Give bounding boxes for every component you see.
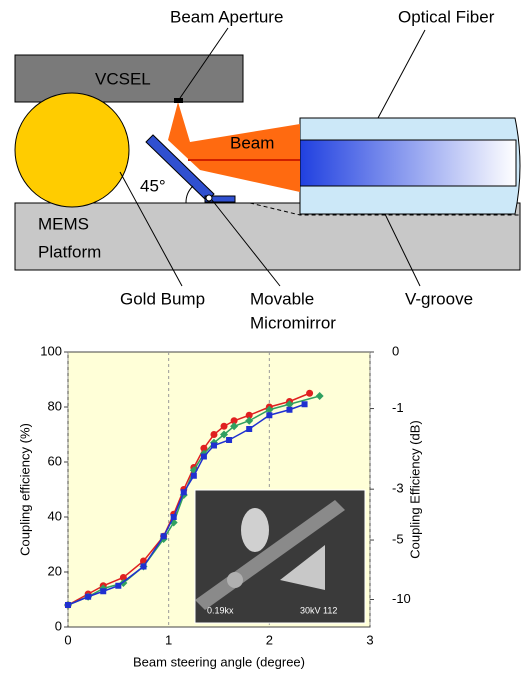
point [181,489,187,495]
label: MEMS [38,214,89,233]
label: Gold Bump [120,289,205,308]
figure: Beam Aperture Optical Fiber VCSEL Beam 4… [0,0,525,677]
label: Optical Fiber [398,7,495,26]
x-axis-label: Beam steering angle (degree) [133,654,305,669]
y-axis-label: Coupling efficiency (%) [17,423,32,556]
y2-tick-label: -10 [392,591,411,606]
y2-axis-label: Coupling Efficiency (dB) [407,420,422,559]
chart: 0 1 2 3 0 20 40 60 80 100 0 -1 -3 -5 -10 Beam steering … [17,343,422,669]
y-tick-label: 40 [48,508,62,523]
page: Beam Aperture Optical Fiber VCSEL Beam 4… [0,0,525,682]
point [210,431,217,438]
point [306,390,313,397]
y-tick-label: 20 [48,563,62,578]
aperture [174,98,183,103]
label: Beam Aperture [170,7,283,26]
label: VCSEL [95,69,151,88]
label: Micromirror [250,313,336,332]
y2-tick-label: 0 [392,343,399,358]
label: Platform [38,242,101,261]
gold-bump [15,93,129,207]
point [171,514,177,520]
point [161,533,167,539]
fiber-core [300,140,516,186]
label: 45° [140,176,166,195]
point [221,423,228,430]
label: Movable [250,289,314,308]
x-tick-label: 3 [366,632,373,647]
point [141,564,147,570]
inset-detail [241,508,269,552]
point [115,583,121,589]
y-tick-label: 100 [40,343,62,358]
point [65,602,71,608]
x-tick-label: 2 [266,632,273,647]
hinge [206,195,212,201]
point [286,407,292,413]
inset-label: 0.19kx [207,605,234,615]
inset-label: 30kV 112 [300,605,337,615]
point [266,412,272,418]
point [100,588,106,594]
y-tick-label: 80 [48,398,62,413]
y2-tick-label: -3 [392,481,404,496]
point [211,443,217,449]
point [302,401,308,407]
inset-detail [227,572,243,588]
point [201,454,207,460]
y2-tick-label: -1 [392,400,404,415]
angle-arc [186,186,193,203]
label: Beam [230,133,274,152]
point [85,594,91,600]
y-tick-label: 0 [55,618,62,633]
point [226,437,232,443]
y-tick-label: 60 [48,453,62,468]
point [191,473,197,479]
x-tick-label: 1 [165,632,172,647]
x-tick-label: 0 [64,632,71,647]
label: V-groove [405,289,473,308]
y2-tick-label: -5 [392,531,404,546]
point [246,426,252,432]
